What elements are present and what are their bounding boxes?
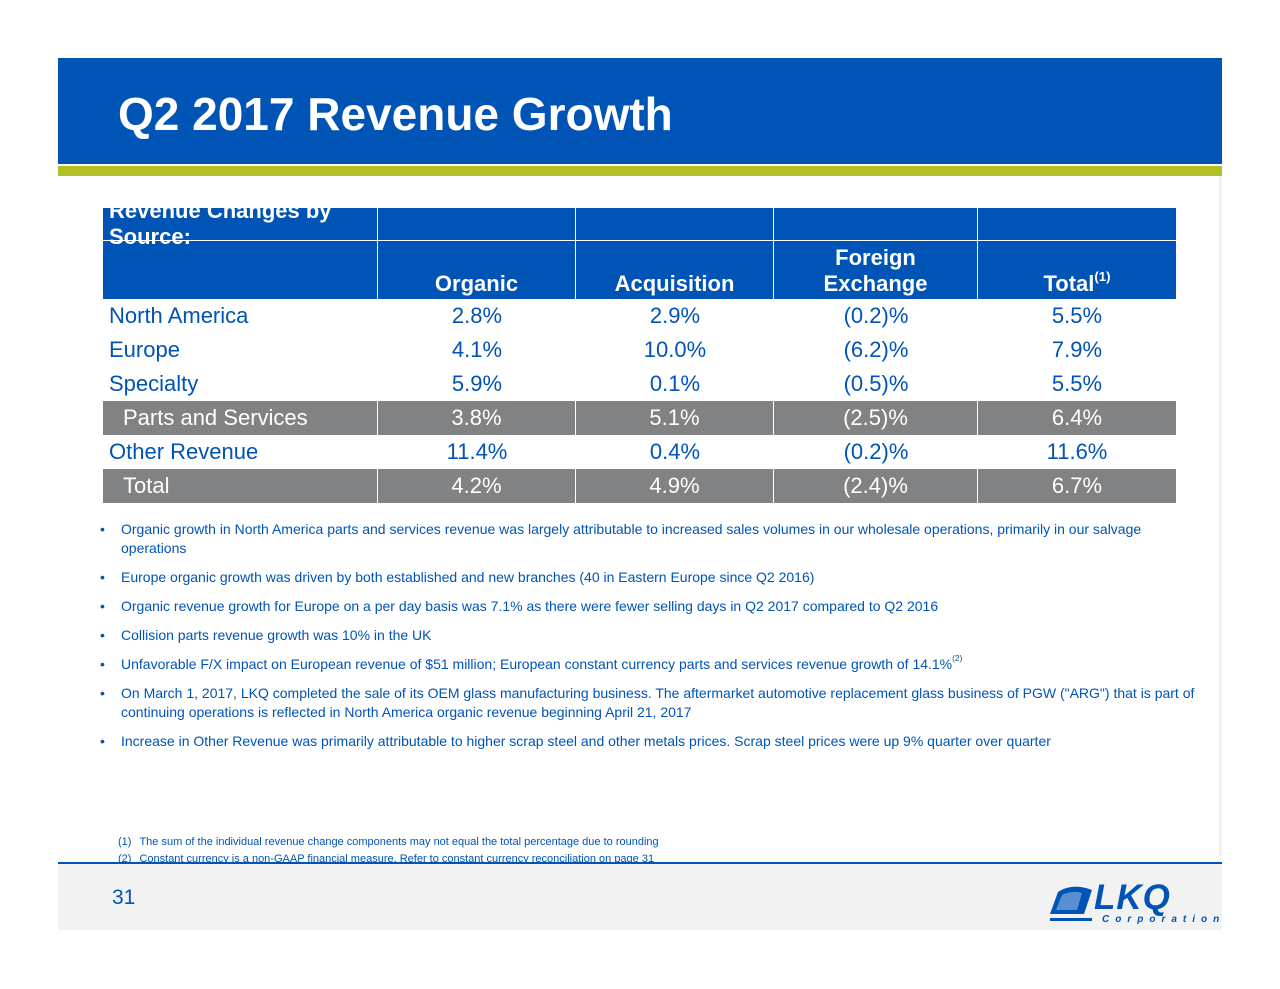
section-label: Revenue Changes by Source: (103, 198, 378, 249)
logo-subtitle: Corporation (1102, 914, 1226, 925)
table-header-row-2: Organic Acquisition Foreign Exchange Tot… (103, 241, 1176, 299)
table-row: North America 2.8% 2.9% (0.2)% 5.5% (103, 299, 1176, 333)
bullet-item: • Unfavorable F/X impact on European reve… (100, 653, 963, 672)
row-label: Total (103, 469, 378, 503)
fx-value: (0.5)% (843, 371, 909, 396)
page-title: Q2 2017 Revenue Growth (118, 88, 673, 140)
fx-value: (2.4)% (774, 469, 978, 503)
row-label: North America (109, 303, 249, 328)
table-row: Specialty 5.9% 0.1% (0.5)% 5.5% (103, 367, 1176, 401)
bullet-item: • Increase in Other Revenue was primarily… (100, 733, 1051, 749)
acquisition-value: 5.1% (576, 401, 774, 435)
organic-value: 5.9% (451, 371, 503, 396)
total-value: 7.9% (1051, 337, 1103, 362)
organic-value: 4.2% (378, 469, 576, 503)
organic-value: 4.1% (451, 337, 503, 362)
revenue-table: Revenue Changes by Source: Organic Acqui… (103, 198, 1176, 503)
fx-value: (6.2)% (843, 337, 909, 362)
total-value: 11.6% (1046, 439, 1108, 464)
organic-value: 2.8% (451, 303, 503, 328)
table-header-row-1: Revenue Changes by Source: (103, 198, 1176, 249)
acquisition-value: 0.4% (649, 439, 701, 464)
footer-bar (58, 862, 1222, 930)
row-label: Other Revenue (109, 439, 259, 464)
col-acquisition: Acquisition (576, 241, 774, 299)
row-label: Parts and Services (103, 401, 378, 435)
organic-value: 11.4% (446, 439, 508, 464)
table-row-subtotal: Parts and Services 3.8% 5.1% (2.5)% 6.4% (103, 401, 1176, 435)
col-organic: Organic (378, 241, 576, 299)
acquisition-value: 4.9% (576, 469, 774, 503)
fx-value: (0.2)% (843, 439, 909, 464)
acquisition-value: 2.9% (649, 303, 701, 328)
col-total: Total(1) (1043, 268, 1111, 296)
fx-value: (2.5)% (774, 401, 978, 435)
total-value: 5.5% (1051, 303, 1103, 328)
logo-wordmark: LKQ (1094, 878, 1171, 917)
title-bar (58, 58, 1222, 164)
fx-value: (0.2)% (843, 303, 909, 328)
footer-divider (58, 862, 1222, 864)
bullet-item: • Organic revenue growth for Europe on a … (100, 598, 939, 614)
page-number: 31 (112, 886, 136, 909)
acquisition-value: 10.0% (643, 337, 707, 362)
total-value: 6.4% (1051, 405, 1103, 430)
bullet-list: • Organic growth in North America parts a… (100, 520, 1200, 761)
row-label: Specialty (109, 371, 199, 396)
table-row: Other Revenue 11.4% 0.4% (0.2)% 11.6% (103, 435, 1176, 469)
table-row-total: Total 4.2% 4.9% (2.4)% 6.7% (103, 469, 1176, 503)
col-foreign-exchange: Foreign Exchange (774, 241, 978, 299)
organic-value: 3.8% (378, 401, 576, 435)
total-value: 5.5% (1051, 371, 1103, 396)
bullet-item: • Organic growth in North America parts a… (100, 521, 1142, 556)
row-label: Europe (109, 337, 180, 362)
bullet-item: • Europe organic growth was driven by bot… (100, 569, 815, 585)
bullet-item: • On March 1, 2017, LKQ completed the sal… (100, 685, 1195, 720)
slide-edge (1219, 176, 1222, 856)
footnote: (1) The sum of the individual revenue ch… (118, 836, 659, 848)
accent-stripe (58, 166, 1222, 176)
table-row: Europe 4.1% 10.0% (6.2)% 7.9% (103, 333, 1176, 367)
lkq-logo-icon (1050, 886, 1092, 921)
acquisition-value: 0.1% (649, 371, 701, 396)
total-value: 6.7% (1051, 473, 1103, 498)
bullet-item: • Collision parts revenue growth was 10% … (100, 627, 432, 643)
